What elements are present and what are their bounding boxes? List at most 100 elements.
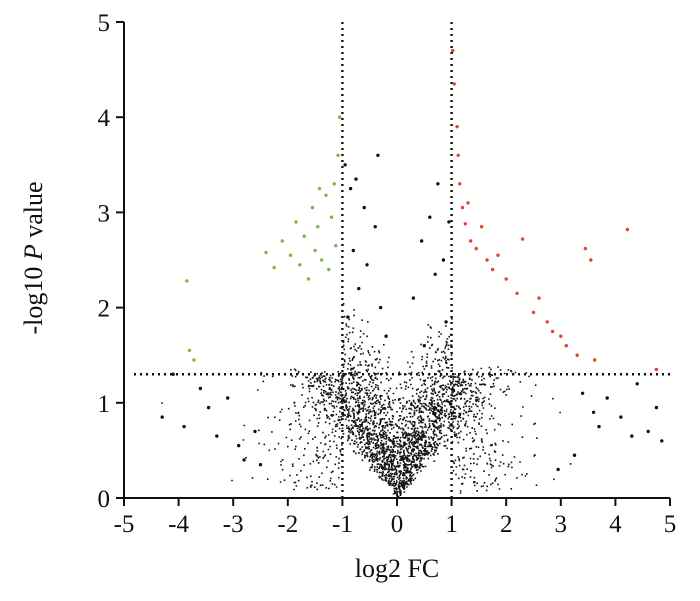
not-significant-point — [654, 405, 659, 410]
up-regulated-point — [654, 367, 659, 372]
up-regulated-point — [469, 239, 473, 243]
nonsignificant-point-cloud — [161, 303, 572, 499]
down-regulated-point — [338, 115, 342, 119]
up-regulated-point — [463, 222, 467, 226]
down-regulated-point — [327, 267, 331, 272]
not-significant-point — [419, 239, 424, 243]
not-significant-point — [572, 453, 577, 457]
down-regulated-point — [264, 250, 268, 255]
not-significant-point — [237, 443, 241, 448]
x-tick-label: 3 — [555, 511, 568, 538]
y-tick-label: 2 — [98, 296, 111, 323]
down-regulated-point — [317, 186, 322, 191]
up-regulated-point — [452, 82, 456, 86]
x-tick-label: -5 — [114, 511, 135, 538]
y-tick-label: 3 — [98, 200, 111, 227]
down-regulated-point — [298, 263, 302, 267]
x-tick-label: 2 — [500, 511, 513, 538]
up-regulated-point — [479, 225, 484, 229]
up-regulated-point — [531, 310, 536, 315]
not-significant-point — [646, 429, 650, 434]
up-regulated-point — [456, 153, 460, 157]
not-significant-point — [378, 305, 383, 310]
x-tick-label: 0 — [391, 511, 404, 538]
scatter-series — [160, 48, 664, 472]
not-significant-point — [346, 315, 350, 319]
nonsignificant-cloud — [161, 303, 572, 499]
up-regulated-point — [504, 277, 508, 281]
not-significant-point — [354, 177, 358, 181]
up-regulated-point — [485, 258, 489, 262]
not-significant-point — [428, 215, 432, 219]
x-tick-label: 4 — [609, 511, 622, 538]
not-significant-point — [447, 220, 451, 224]
down-regulated-point — [192, 358, 196, 362]
y-tick-label: 0 — [98, 486, 111, 513]
down-regulated-point — [187, 348, 192, 353]
not-significant-point — [365, 263, 369, 267]
up-regulated-point — [496, 253, 500, 257]
not-significant-point — [373, 225, 377, 229]
y-tick-label: 1 — [98, 391, 111, 418]
up-regulated-point — [575, 353, 579, 357]
not-significant-point — [660, 439, 664, 443]
not-significant-point — [433, 272, 437, 276]
up-regulated-point — [458, 182, 462, 186]
not-significant-point — [630, 434, 634, 438]
not-significant-point — [411, 296, 416, 300]
up-regulated-point — [564, 344, 568, 348]
up-regulated-point — [550, 329, 555, 334]
up-regulated-point — [515, 291, 519, 295]
down-regulated-point — [185, 279, 189, 283]
not-significant-point — [422, 344, 426, 348]
down-regulated-point — [294, 220, 298, 224]
not-significant-point — [441, 258, 446, 262]
up-regulated-point — [455, 125, 459, 129]
up-regulated-point — [593, 358, 597, 362]
down-regulated-point — [324, 193, 328, 197]
down-regulated-point — [332, 182, 336, 186]
not-significant-point — [357, 286, 361, 291]
not-significant-point — [171, 372, 175, 376]
down-regulated-point — [313, 248, 317, 253]
down-regulated-point — [336, 153, 340, 157]
up-regulated-point — [537, 296, 541, 300]
not-significant-point — [362, 205, 366, 210]
up-regulated-point — [559, 334, 563, 338]
not-significant-point — [215, 434, 219, 438]
x-tick-label: -4 — [168, 511, 189, 538]
not-significant-point — [376, 153, 380, 157]
up-regulated-point — [474, 246, 478, 251]
up-regulated-point — [451, 48, 455, 53]
up-regulated-point — [520, 237, 525, 241]
not-significant-point — [591, 410, 596, 414]
axes: -5 -4 -3 -2 -1 0 1 2 3 4 5 0 1 2 3 4 5 — [98, 10, 677, 538]
down-regulated-point — [280, 239, 284, 243]
y-axis-title-prefix: -log10 — [19, 260, 48, 334]
up-regulated-point — [490, 267, 495, 272]
y-axis-title-suffix: value — [19, 181, 48, 244]
x-axis-title: log2 FC — [355, 554, 440, 583]
y-tick-label: 5 — [98, 10, 111, 37]
down-regulated-point — [288, 253, 293, 257]
not-significant-point — [597, 424, 601, 429]
not-significant-point — [619, 415, 623, 419]
down-regulated-point — [310, 205, 315, 210]
threshold-lines — [134, 22, 670, 498]
not-significant-point — [242, 458, 246, 462]
up-regulated-point — [625, 227, 630, 232]
not-significant-point — [206, 405, 211, 410]
not-significant-point — [635, 382, 639, 386]
y-axis-title-p: P — [19, 244, 48, 261]
down-regulated-point — [302, 234, 306, 238]
not-significant-point — [556, 467, 560, 472]
down-regulated-point — [306, 277, 311, 281]
not-significant-point — [351, 248, 355, 253]
up-regulated-point — [589, 258, 593, 262]
x-tick-label: 1 — [445, 511, 458, 538]
down-regulated-point — [272, 265, 276, 270]
not-significant-point — [348, 186, 353, 191]
x-tick-label: 5 — [664, 511, 677, 538]
up-regulated-point — [583, 246, 588, 251]
